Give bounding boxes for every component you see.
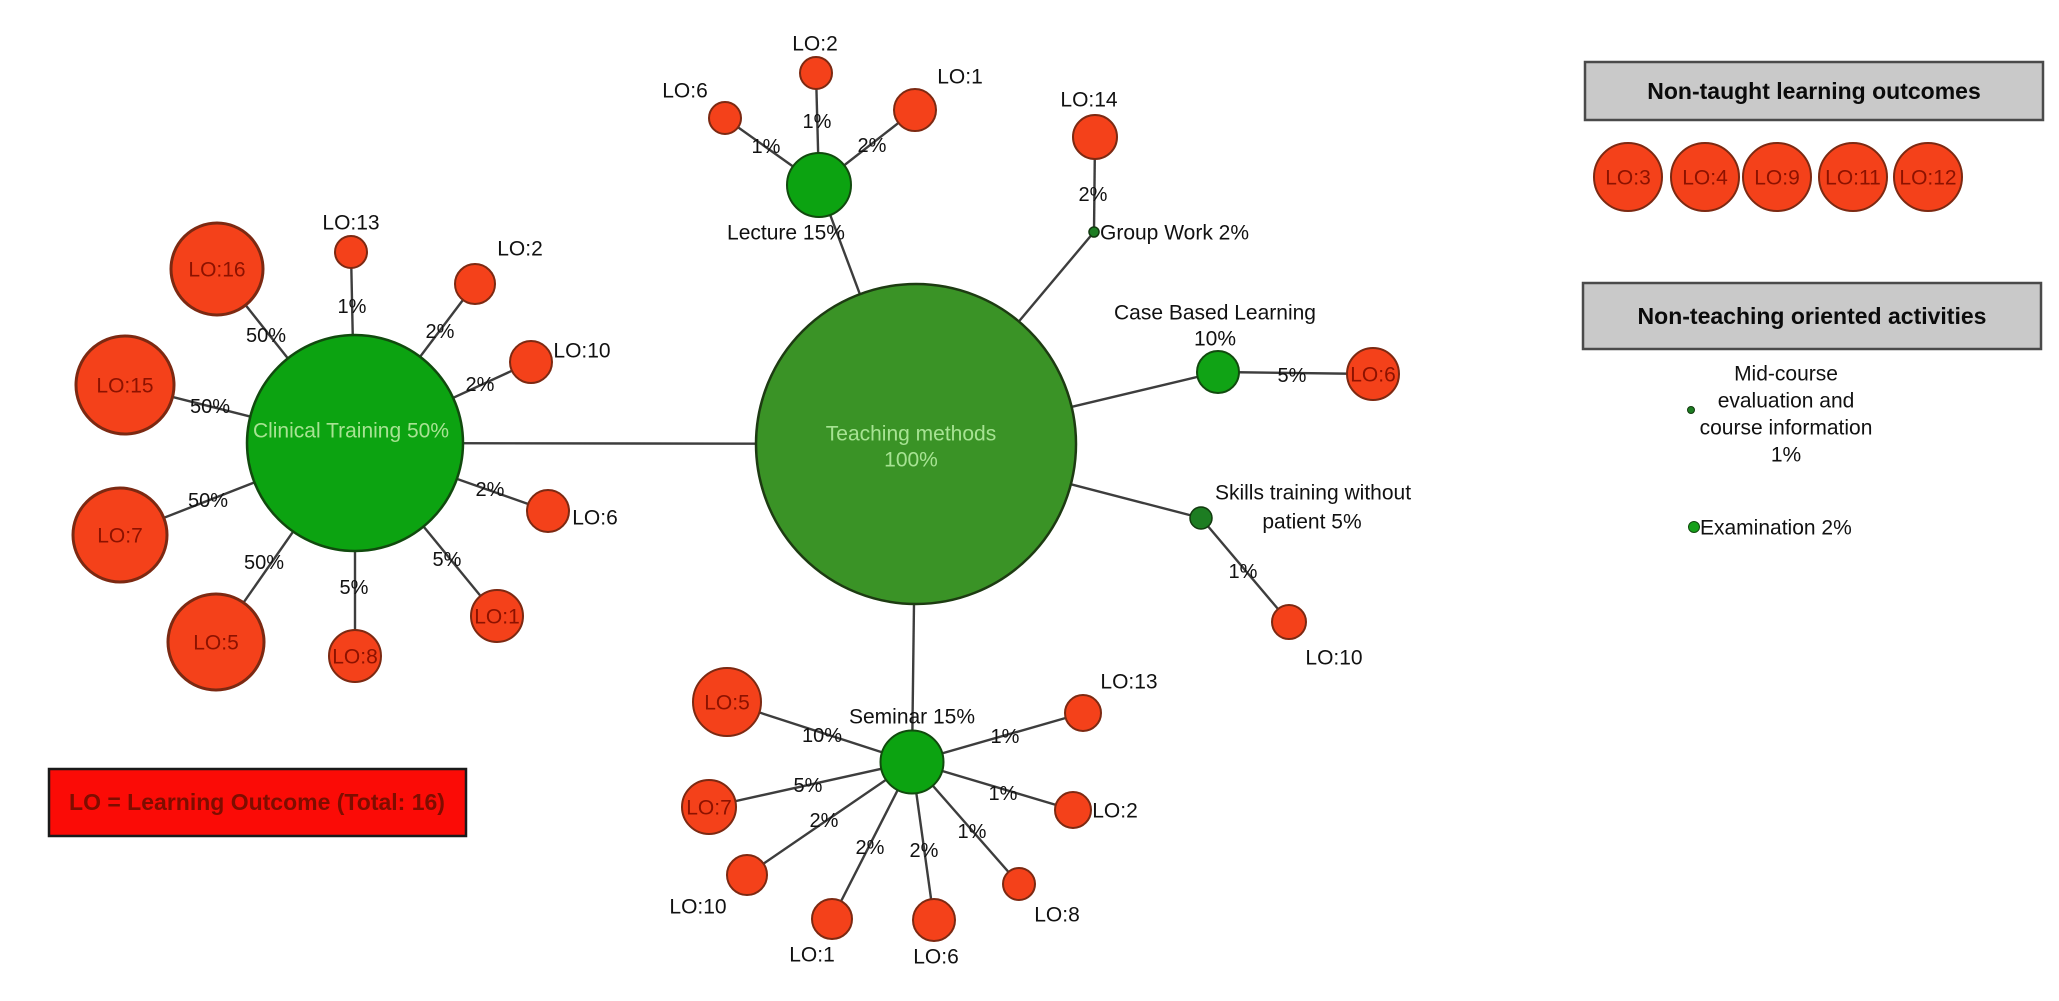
svg-text:LO:5: LO:5 — [704, 691, 750, 714]
svg-text:LO:1: LO:1 — [789, 943, 835, 966]
svg-text:5%: 5% — [433, 549, 462, 571]
svg-text:evaluation and: evaluation and — [1718, 389, 1855, 412]
svg-text:Skills training without: Skills training without — [1215, 481, 1411, 504]
svg-text:LO:3: LO:3 — [1605, 166, 1651, 189]
svg-text:5%: 5% — [794, 775, 823, 797]
svg-text:1%: 1% — [1229, 561, 1258, 583]
svg-text:1%: 1% — [991, 726, 1020, 748]
svg-text:LO:2: LO:2 — [792, 32, 838, 55]
svg-text:1%: 1% — [338, 296, 367, 318]
svg-text:LO:2: LO:2 — [1092, 799, 1138, 822]
svg-text:50%: 50% — [246, 325, 286, 347]
svg-text:LO:12: LO:12 — [1899, 166, 1956, 189]
svg-text:Examination 2%: Examination 2% — [1700, 516, 1852, 539]
svg-text:1%: 1% — [803, 111, 832, 133]
svg-text:LO:9: LO:9 — [1754, 166, 1800, 189]
svg-text:LO:4: LO:4 — [1682, 166, 1728, 189]
svg-text:Lecture 15%: Lecture 15% — [727, 221, 845, 244]
svg-text:50%: 50% — [190, 396, 230, 418]
svg-text:LO:1: LO:1 — [937, 65, 983, 88]
svg-text:LO:6: LO:6 — [1350, 363, 1396, 386]
svg-text:Teaching methods: Teaching methods — [826, 422, 996, 445]
svg-text:2%: 2% — [858, 135, 887, 157]
svg-text:Seminar 15%: Seminar 15% — [849, 705, 975, 728]
svg-text:Mid-course: Mid-course — [1734, 362, 1838, 385]
svg-text:5%: 5% — [1278, 365, 1307, 387]
svg-text:1%: 1% — [1771, 443, 1801, 466]
svg-text:LO:6: LO:6 — [572, 506, 618, 529]
svg-text:1%: 1% — [989, 783, 1018, 805]
svg-text:LO:8: LO:8 — [1034, 903, 1080, 926]
svg-text:50%: 50% — [244, 552, 284, 574]
svg-text:LO:8: LO:8 — [332, 645, 378, 668]
svg-text:Clinical Training 50%: Clinical Training 50% — [253, 419, 449, 442]
svg-text:LO:13: LO:13 — [322, 211, 379, 234]
svg-text:10%: 10% — [802, 725, 842, 747]
svg-text:LO:10: LO:10 — [1305, 646, 1362, 669]
svg-text:LO:1: LO:1 — [474, 605, 520, 628]
svg-text:LO:14: LO:14 — [1060, 88, 1118, 111]
svg-text:LO:11: LO:11 — [1825, 166, 1881, 189]
svg-text:course information: course information — [1700, 416, 1873, 439]
svg-text:2%: 2% — [810, 810, 839, 832]
svg-text:patient 5%: patient 5% — [1262, 510, 1361, 533]
svg-text:Non-teaching oriented activiti: Non-teaching oriented activities — [1638, 303, 1987, 329]
svg-text:LO:5: LO:5 — [193, 631, 239, 654]
svg-text:1%: 1% — [958, 821, 987, 843]
svg-text:Case Based Learning: Case Based Learning — [1114, 301, 1316, 324]
svg-text:LO:6: LO:6 — [913, 945, 959, 968]
svg-text:10%: 10% — [1194, 327, 1236, 350]
svg-text:LO:2: LO:2 — [497, 237, 543, 260]
svg-text:2%: 2% — [466, 374, 495, 396]
svg-text:5%: 5% — [340, 577, 369, 599]
svg-text:Group Work 2%: Group Work 2% — [1100, 221, 1249, 244]
svg-text:Non-taught learning outcomes: Non-taught learning outcomes — [1647, 78, 1981, 104]
svg-text:2%: 2% — [856, 837, 885, 859]
svg-text:50%: 50% — [188, 490, 228, 512]
svg-text:LO = Learning Outcome (Total:: LO = Learning Outcome (Total: 16) — [69, 789, 445, 815]
svg-text:2%: 2% — [910, 840, 939, 862]
svg-text:2%: 2% — [426, 321, 455, 343]
svg-text:1%: 1% — [752, 136, 781, 158]
svg-text:LO:15: LO:15 — [96, 374, 153, 397]
svg-text:LO:13: LO:13 — [1100, 670, 1157, 693]
svg-text:LO:6: LO:6 — [662, 79, 708, 102]
svg-text:LO:7: LO:7 — [97, 524, 143, 547]
svg-text:LO:10: LO:10 — [553, 339, 610, 362]
svg-text:LO:10: LO:10 — [669, 895, 726, 918]
svg-text:2%: 2% — [476, 479, 505, 501]
svg-text:LO:7: LO:7 — [686, 796, 732, 819]
svg-text:LO:16: LO:16 — [188, 258, 245, 281]
svg-text:100%: 100% — [884, 448, 938, 471]
svg-text:2%: 2% — [1079, 184, 1108, 206]
